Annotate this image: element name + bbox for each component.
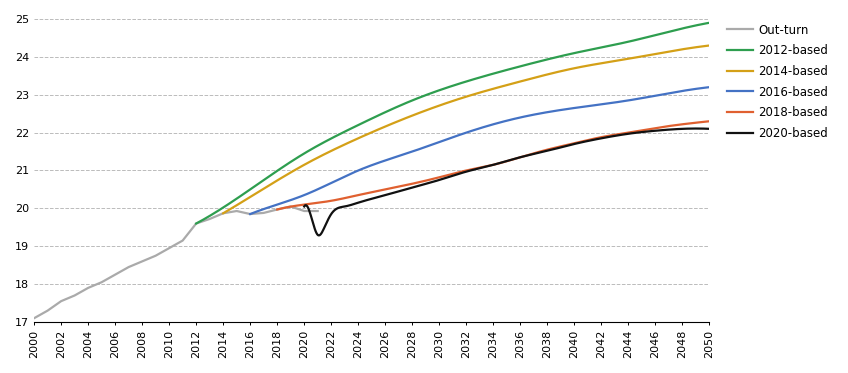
2014-based	[481, 88, 491, 93]
2020-based	[704, 126, 714, 131]
2018-based	[627, 130, 637, 134]
2012-based	[497, 69, 507, 73]
Line: 2016-based: 2016-based	[250, 87, 709, 214]
2020-based	[299, 204, 310, 209]
2018-based	[480, 164, 490, 169]
2016-based	[245, 212, 255, 216]
2016-based	[622, 98, 632, 103]
Out-turn	[97, 280, 107, 285]
Out-turn	[313, 209, 323, 213]
2018-based	[477, 165, 488, 169]
2014-based	[449, 98, 459, 103]
2020-based	[519, 154, 529, 159]
2020-based	[494, 161, 505, 165]
Out-turn	[29, 316, 39, 320]
Line: 2014-based: 2014-based	[223, 46, 709, 213]
2020-based	[632, 131, 642, 135]
2018-based	[272, 207, 282, 212]
2018-based	[506, 158, 516, 162]
2014-based	[693, 45, 703, 49]
2016-based	[518, 115, 528, 119]
2014-based	[507, 81, 517, 86]
2016-based	[463, 130, 473, 134]
Out-turn	[42, 308, 53, 313]
Out-turn	[218, 211, 228, 216]
2014-based	[452, 97, 462, 102]
2014-based	[616, 58, 627, 62]
2016-based	[466, 129, 476, 133]
Out-turn	[204, 217, 215, 221]
2020-based	[314, 233, 324, 238]
2012-based	[438, 87, 448, 91]
Line: Out-turn: Out-turn	[34, 207, 318, 318]
Out-turn	[164, 246, 174, 250]
2012-based	[469, 77, 479, 81]
Out-turn	[151, 254, 161, 258]
Line: 2018-based: 2018-based	[277, 121, 709, 210]
Line: 2020-based: 2020-based	[304, 129, 709, 235]
Out-turn	[177, 238, 187, 243]
2012-based	[611, 42, 622, 47]
2016-based	[494, 120, 504, 125]
2016-based	[704, 85, 714, 90]
2012-based	[191, 221, 201, 226]
Out-turn	[259, 211, 269, 215]
Out-turn	[56, 299, 66, 303]
2014-based	[218, 211, 228, 216]
Legend: Out-turn, 2012-based, 2014-based, 2016-based, 2018-based, 2020-based: Out-turn, 2012-based, 2014-based, 2016-b…	[722, 19, 834, 145]
Out-turn	[272, 207, 282, 212]
2014-based	[704, 43, 714, 48]
Out-turn	[70, 293, 80, 298]
Out-turn	[124, 265, 134, 269]
Out-turn	[286, 204, 296, 209]
Out-turn	[137, 259, 148, 264]
2020-based	[691, 126, 701, 131]
2020-based	[541, 149, 551, 153]
Out-turn	[232, 209, 242, 213]
2012-based	[435, 88, 445, 92]
2012-based	[704, 21, 714, 25]
2018-based	[704, 119, 714, 123]
2020-based	[696, 126, 706, 131]
2018-based	[529, 151, 539, 156]
Out-turn	[245, 212, 255, 216]
Out-turn	[191, 221, 201, 226]
Line: 2012-based: 2012-based	[196, 23, 709, 223]
2018-based	[694, 120, 704, 125]
Out-turn	[110, 272, 120, 277]
Out-turn	[83, 286, 93, 290]
Out-turn	[299, 209, 310, 213]
2012-based	[692, 23, 702, 28]
2016-based	[693, 86, 703, 91]
2020-based	[493, 162, 503, 166]
